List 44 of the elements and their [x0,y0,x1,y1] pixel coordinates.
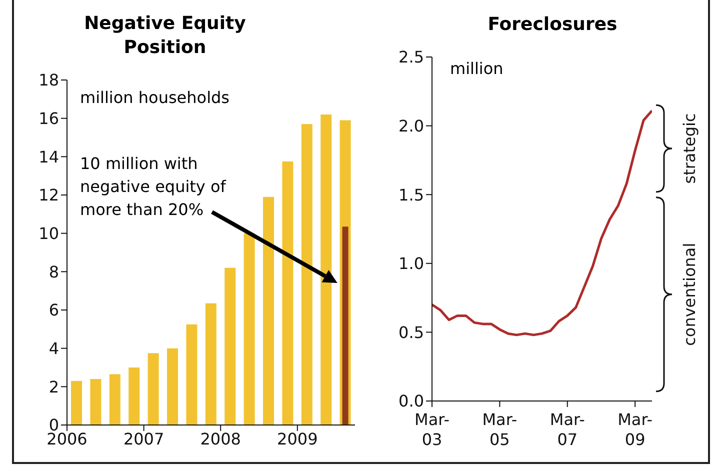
bar [224,268,236,425]
y-tick-label: 16 [38,109,59,128]
x-tick-label: Mar-05 [482,410,518,449]
bar [342,226,348,425]
y-tick-label: 1.5 [398,185,424,204]
x-tick-label: 2009 [277,429,318,448]
y-tick-label: 4 [48,339,59,358]
bar [90,379,102,425]
y-tick-label: 8 [48,262,59,282]
y-tick-label: 0.5 [398,322,424,342]
text: conventional [680,242,699,346]
bar [244,233,255,425]
y-tick-label: 18 [38,70,59,90]
y-tick-label: 14 [38,147,59,166]
y-tick-label: 2.0 [398,116,424,136]
bar [186,324,198,425]
y-tick-label: 6 [48,300,59,320]
bar [263,196,274,425]
bar [128,368,140,425]
bar [167,348,178,425]
x-tick-label: Mar-09 [618,410,653,449]
annotation: 10 million with negative equity of more than 20% [80,153,228,221]
bar [301,124,312,425]
y-tick-label: 12 [38,186,59,205]
chart-title: Negative Equity Position [83,12,247,60]
y-axis-title: million [450,59,504,78]
y-tick-label: 10 [38,224,59,244]
y-tick-label: 2 [48,377,59,396]
y-axis-title: million households [80,88,230,107]
y-tick-label: 1.0 [398,254,424,274]
y-tick-label: 0.0 [398,392,424,411]
x-tick-label: 2007 [123,429,164,448]
x-tick-label: Mar-07 [550,410,585,449]
text: strategic [680,113,699,184]
y-tick-label: 2.5 [398,48,424,67]
line-series [432,109,652,336]
x-tick-label: Mar-03 [414,410,450,449]
bar [109,374,120,425]
bar [205,303,216,425]
bar [71,380,82,425]
chart-title: Foreclosures [486,14,618,35]
x-tick-label: 2008 [200,429,241,448]
bar [282,161,294,425]
bar [148,353,159,425]
